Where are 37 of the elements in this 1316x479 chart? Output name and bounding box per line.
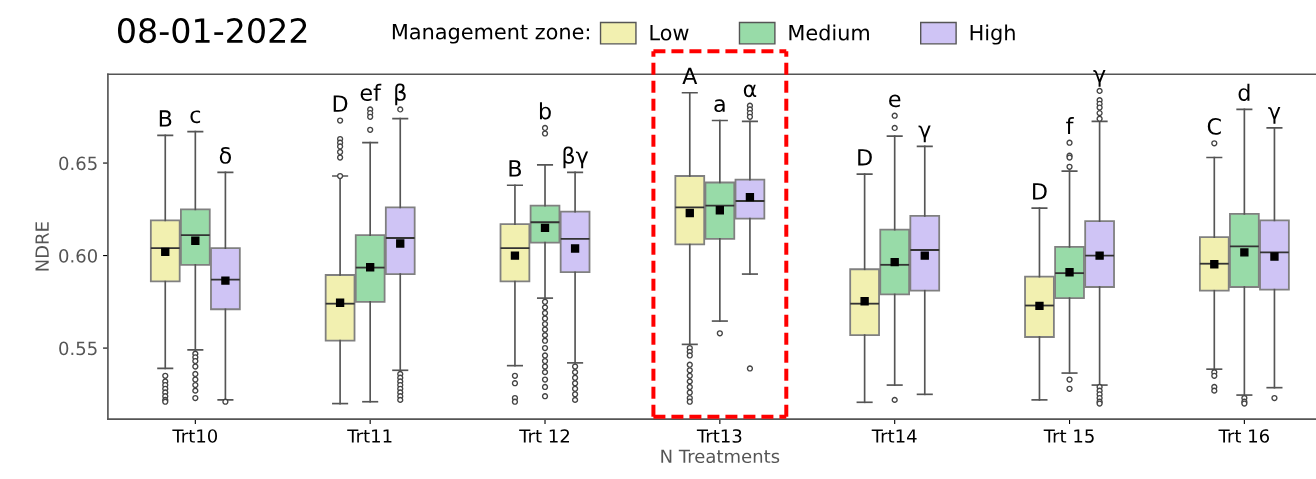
- chart-title: 08-01-2022: [118, 17, 307, 44]
- x-axis-title: N Treatments: [661, 449, 780, 464]
- x-tick-label: Trt13: [696, 429, 742, 443]
- annotation: D: [333, 95, 348, 112]
- legend-label: Medium: [789, 24, 869, 41]
- legend-label: High: [970, 24, 1015, 45]
- annotation: B: [159, 110, 172, 127]
- annotation: e: [889, 94, 901, 108]
- annotation: D: [1033, 183, 1047, 200]
- annotation: δ: [219, 147, 231, 164]
- annotation: β: [395, 83, 406, 106]
- annotation: C: [1207, 118, 1221, 135]
- annotation: D: [858, 149, 872, 166]
- y-tick-label: 0.60: [59, 249, 97, 263]
- annotation: γ: [1268, 106, 1281, 124]
- annotation: γ: [918, 125, 931, 143]
- annotation: B: [509, 160, 521, 177]
- x-tick-label: Trt 15: [1043, 429, 1094, 443]
- y-axis-title: NDRE: [35, 222, 49, 271]
- annotation: c: [190, 110, 201, 124]
- x-tick-label: Trt 16: [1218, 429, 1270, 443]
- x-tick-label: Trt 12: [519, 429, 569, 443]
- legend-title: Management zone:: [392, 24, 589, 44]
- x-tick-label: Trt10: [172, 429, 218, 443]
- legend-label: Low: [650, 25, 689, 41]
- annotation: γ: [1093, 69, 1106, 87]
- annotation: d: [1238, 83, 1250, 101]
- x-tick-label: Trt14: [871, 429, 917, 443]
- annotation: a: [714, 99, 725, 113]
- annotation: b: [539, 102, 551, 120]
- annotation: α: [743, 84, 757, 98]
- annotation: ef: [360, 83, 382, 101]
- annotation: f: [1066, 117, 1074, 134]
- y-tick-label: 0.55: [59, 341, 97, 356]
- x-tick-label: Trt11: [347, 429, 392, 443]
- y-tick-label: 0.65: [59, 156, 97, 171]
- annotation: βγ: [563, 146, 589, 169]
